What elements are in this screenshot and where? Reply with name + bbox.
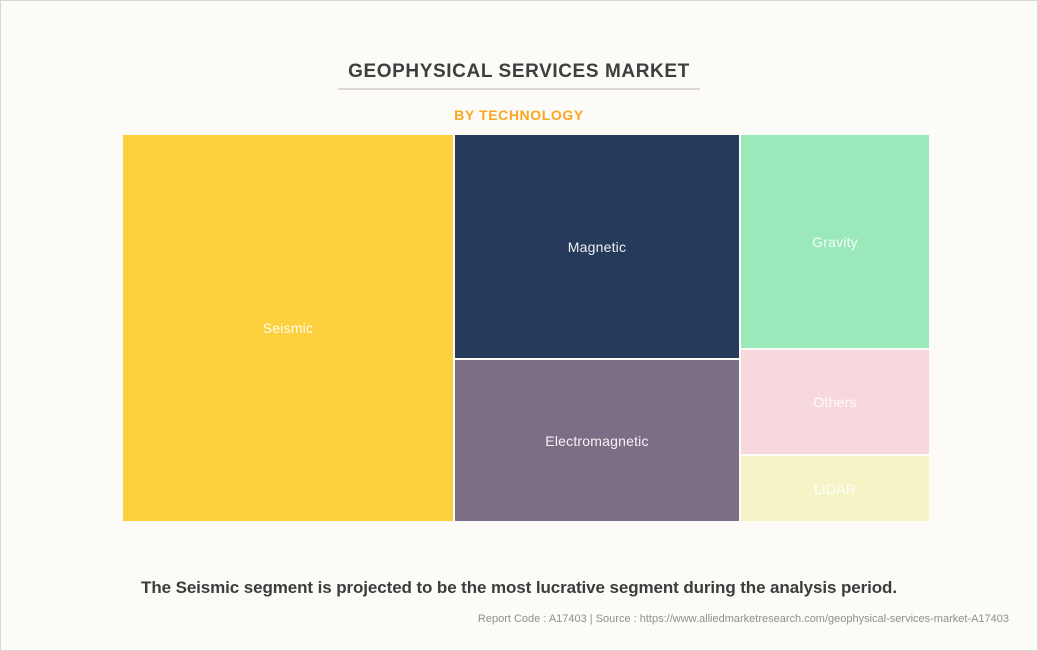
treemap-segment-seismic: Seismic xyxy=(123,135,453,521)
segment-label-gravity: Gravity xyxy=(812,233,858,250)
segment-label-lidar: LIDAR xyxy=(813,480,857,497)
treemap-segment-lidar: LIDAR xyxy=(741,456,929,521)
chart-caption: The Seismic segment is projected to be t… xyxy=(141,578,897,597)
treemap-segment-electromagnetic: Electromagnetic xyxy=(455,360,739,521)
page-title: GEOPHYSICAL SERVICES MARKET xyxy=(348,61,690,82)
segment-label-others: Others xyxy=(813,394,857,410)
treemap-segment-magnetic: Magnetic xyxy=(455,135,739,358)
report-source-line: Report Code : A17403 | Source : https://… xyxy=(477,613,1009,625)
treemap-column-right: Gravity Others LIDAR xyxy=(741,135,929,521)
treemap-chart: Seismic Magnetic Electromagnetic Gravity… xyxy=(123,135,929,521)
segment-label-seismic: Seismic xyxy=(262,320,314,336)
treemap-segment-others: Others xyxy=(741,350,929,454)
treemap-segment-gravity: Gravity xyxy=(741,135,929,348)
page-subtitle: BY TECHNOLOGY xyxy=(454,107,584,123)
segment-label-magnetic: Magnetic xyxy=(567,238,627,255)
treemap-column-left: Seismic xyxy=(123,135,453,521)
treemap-column-middle: Magnetic Electromagnetic xyxy=(455,135,739,521)
title-divider xyxy=(338,88,700,90)
segment-label-electromagnetic: Electromagnetic xyxy=(545,432,649,449)
